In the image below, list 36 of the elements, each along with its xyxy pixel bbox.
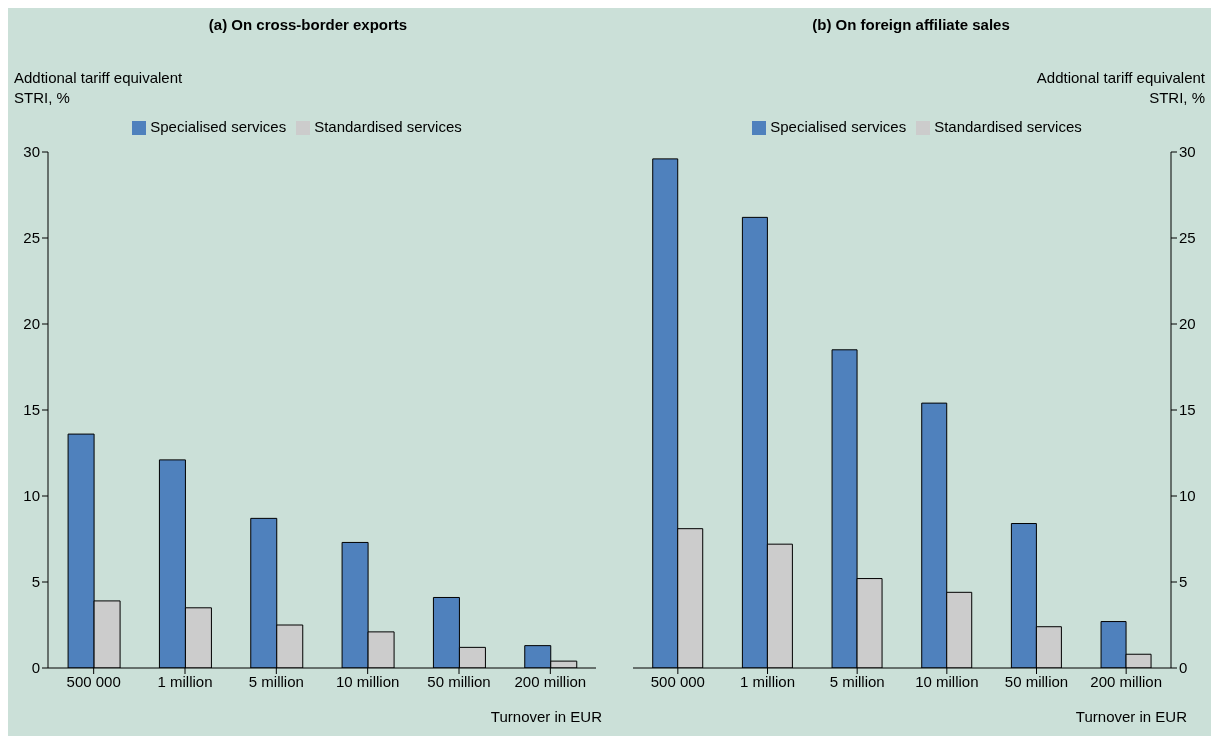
y2-axis-title: Addtional tariff equivalent STRI, %: [1036, 68, 1205, 108]
chart-title: (a) On cross-border exports: [207, 16, 409, 33]
x-tick-label: 500 000: [66, 672, 121, 690]
y-tick-label: 5: [31, 573, 40, 591]
y2-tick-label: 15: [1179, 401, 1196, 419]
x-axis-title: Turnover in EUR: [490, 708, 602, 725]
x-tick-label: 50 million: [427, 672, 491, 690]
x-tick-label: 50 million: [1004, 672, 1069, 690]
x-tick-label: 200 million: [514, 672, 587, 690]
y-tick-label: 0: [31, 659, 40, 677]
legend-label: Specialised services: [770, 118, 907, 135]
x-axis-title: Turnover in EUR: [1075, 708, 1187, 725]
legend-label: Standardised services: [934, 118, 1082, 135]
y2-tick-label: 20: [1179, 315, 1196, 333]
y-tick-label: 25: [23, 229, 40, 247]
x-tick-label: 1 million: [739, 672, 796, 690]
x-tick-label: 1 million: [157, 672, 213, 690]
legend-label: Standardised services: [314, 118, 462, 135]
y2-tick-label: 25: [1179, 229, 1196, 247]
legend-label: Specialised services: [150, 118, 287, 135]
y-tick-label: 10: [23, 487, 40, 505]
x-tick-label: 500 000: [650, 672, 705, 690]
y-tick-label: 20: [23, 315, 40, 333]
x-tick-label: 5 million: [248, 672, 304, 690]
y2-tick-label: 0: [1179, 659, 1188, 677]
x-tick-label: 200 million: [1090, 672, 1163, 690]
y-axis-title: Addtional tariff equivalent STRI, %: [14, 68, 183, 108]
chart-title: (b) On foreign affiliate sales: [811, 16, 1011, 33]
y-tick-label: 15: [23, 401, 40, 419]
y2-tick-label: 5: [1179, 573, 1188, 591]
y-tick-label: 30: [23, 143, 40, 161]
y2-tick-label: 10: [1179, 487, 1196, 505]
x-tick-label: 5 million: [829, 672, 885, 690]
y2-tick-label: 30: [1179, 143, 1196, 161]
x-tick-label: 10 million: [335, 672, 400, 690]
x-tick-label: 10 million: [915, 672, 979, 690]
